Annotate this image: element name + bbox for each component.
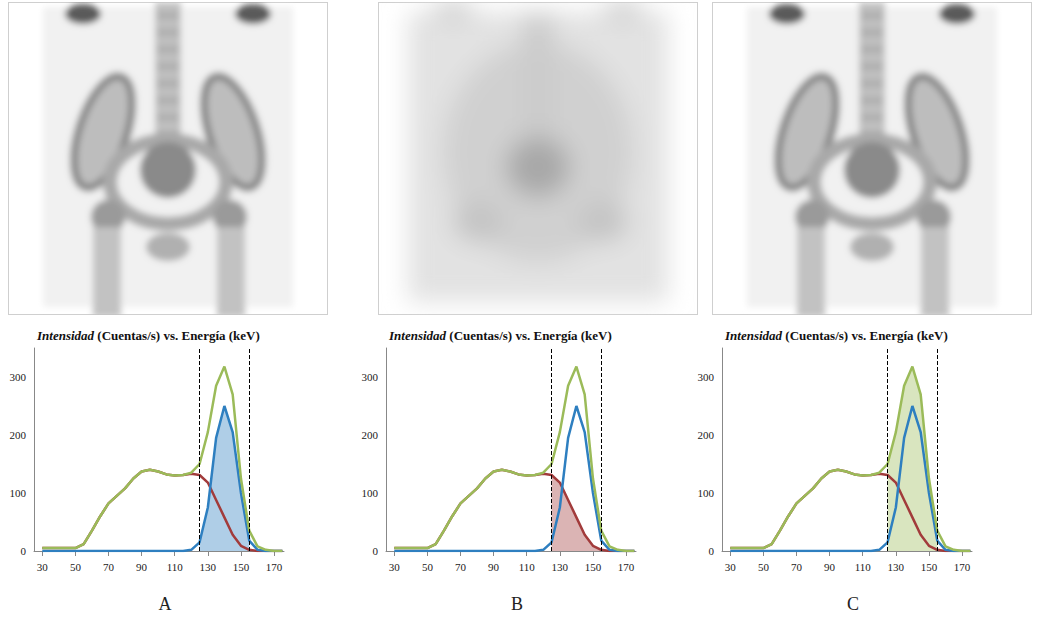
svg-text:90: 90 <box>488 561 500 573</box>
svg-text:110: 110 <box>519 561 536 573</box>
svg-text:200: 200 <box>10 429 27 441</box>
svg-text:170: 170 <box>266 561 283 573</box>
svg-text:300: 300 <box>10 371 27 383</box>
svg-text:130: 130 <box>888 561 905 573</box>
svg-text:30: 30 <box>725 561 737 573</box>
svg-text:30: 30 <box>37 561 49 573</box>
svg-text:130: 130 <box>552 561 569 573</box>
svg-text:70: 70 <box>791 561 803 573</box>
svg-text:Intensidad: Intensidad <box>36 328 95 343</box>
svg-text:90: 90 <box>136 561 148 573</box>
svg-text:100: 100 <box>10 487 27 499</box>
svg-text:(Cuentas/s) vs. Energía (keV): (Cuentas/s) vs. Energía (keV) <box>94 328 260 343</box>
svg-text:150: 150 <box>921 561 938 573</box>
html-text:B: B <box>511 594 523 614</box>
svg-text:130: 130 <box>200 561 217 573</box>
svg-text:90: 90 <box>824 561 836 573</box>
svg-text:50: 50 <box>422 561 434 573</box>
svg-text:(Cuentas/s) vs. Energía (keV): (Cuentas/s) vs. Energía (keV) <box>782 328 948 343</box>
html-text:C: C <box>847 594 859 614</box>
svg-text:0: 0 <box>709 545 715 557</box>
svg-text:(Cuentas/s) vs. Energía (keV): (Cuentas/s) vs. Energía (keV) <box>446 328 612 343</box>
svg-text:Intensidad: Intensidad <box>724 328 783 343</box>
svg-text:150: 150 <box>233 561 250 573</box>
svg-text:170: 170 <box>618 561 635 573</box>
svg-text:100: 100 <box>698 487 715 499</box>
svg-text:30: 30 <box>389 561 401 573</box>
svg-text:110: 110 <box>855 561 872 573</box>
svg-text:110: 110 <box>167 561 184 573</box>
svg-text:0: 0 <box>373 545 379 557</box>
svg-text:70: 70 <box>103 561 115 573</box>
svg-text:150: 150 <box>585 561 602 573</box>
svg-text:170: 170 <box>954 561 971 573</box>
svg-text:Intensidad: Intensidad <box>388 328 447 343</box>
svg-text:200: 200 <box>698 429 715 441</box>
svg-text:0: 0 <box>21 545 27 557</box>
svg-text:300: 300 <box>362 371 379 383</box>
svg-text:300: 300 <box>698 371 715 383</box>
html-text:A: A <box>158 594 172 614</box>
svg-text:70: 70 <box>455 561 467 573</box>
svg-text:50: 50 <box>70 561 82 573</box>
svg-text:200: 200 <box>362 429 379 441</box>
svg-text:50: 50 <box>758 561 770 573</box>
svg-text:100: 100 <box>362 487 379 499</box>
